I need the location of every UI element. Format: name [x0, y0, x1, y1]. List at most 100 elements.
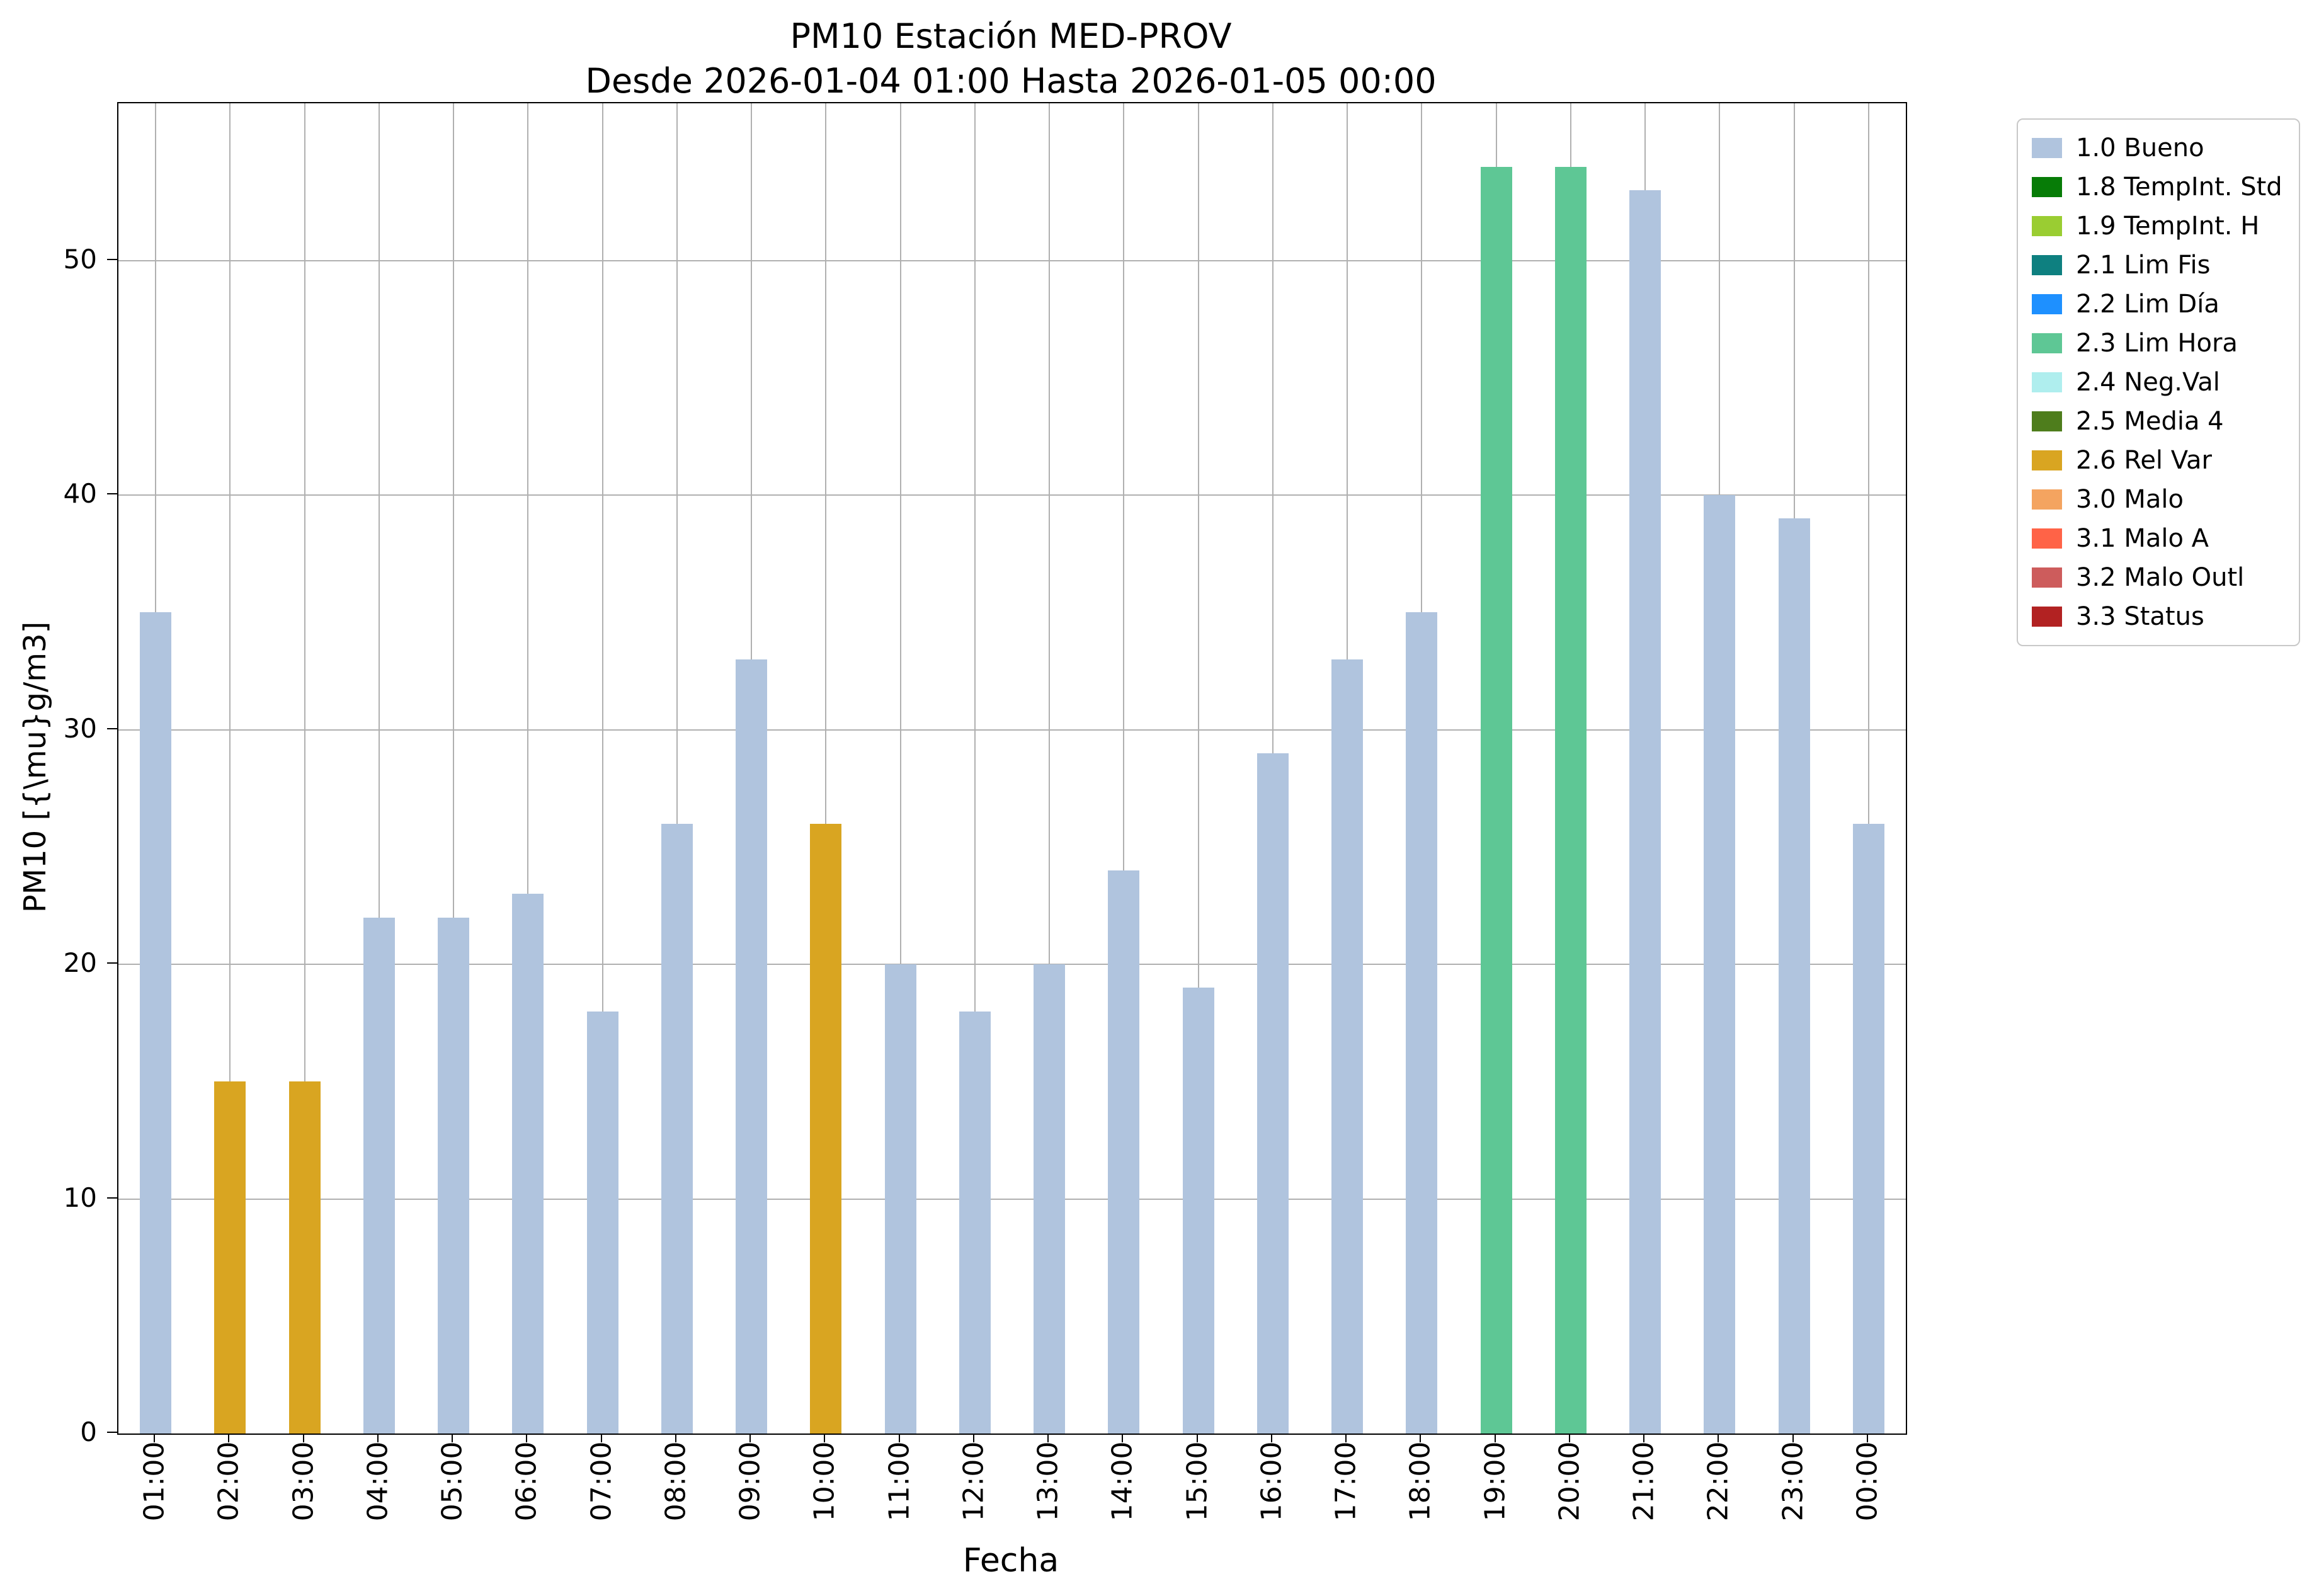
legend-item: 1.0 Bueno — [2032, 128, 2282, 168]
y-axis-label: PM10 [{\mu}g/m3] — [18, 621, 53, 913]
x-tick-mark — [1047, 1434, 1049, 1442]
legend-item: 1.8 TempInt. Std — [2032, 168, 2282, 207]
legend-item-label: 2.2 Lim Día — [2076, 290, 2219, 319]
legend: 1.0 Bueno 1.8 TempInt. Std 1.9 TempInt. H 2… — [2017, 118, 2300, 646]
legend-item-label: 3.0 Malo — [2076, 485, 2184, 514]
legend-item: 2.3 Lim Hora — [2032, 324, 2282, 363]
bar-01:00 — [140, 612, 172, 1434]
horizontal-gridline — [118, 494, 1906, 496]
x-tick-label: 17:00 — [1330, 1441, 1362, 1522]
x-tick-label: 16:00 — [1255, 1441, 1288, 1522]
x-tick-label: 09:00 — [734, 1441, 766, 1522]
x-tick-mark — [302, 1434, 304, 1442]
x-tick-mark — [972, 1434, 974, 1442]
bar-12:00 — [959, 1011, 991, 1434]
legend-item-label: 1.0 Bueno — [2076, 134, 2204, 162]
bar-13:00 — [1034, 964, 1066, 1434]
legend-swatch — [2032, 294, 2062, 314]
bar-16:00 — [1256, 753, 1289, 1434]
y-tick-label: 0 — [80, 1416, 97, 1447]
x-tick-label: 10:00 — [808, 1441, 841, 1522]
y-tick-label: 30 — [63, 712, 97, 744]
x-tick-label: 07:00 — [585, 1441, 618, 1522]
legend-item-label: 2.1 Lim Fis — [2076, 251, 2211, 280]
vertical-gridline — [899, 103, 901, 1434]
x-tick-label: 05:00 — [436, 1441, 469, 1522]
x-tick-mark — [675, 1434, 676, 1442]
legend-item: 3.3 Status — [2032, 597, 2282, 636]
x-tick-mark — [824, 1434, 826, 1442]
x-tick-label: 08:00 — [659, 1441, 692, 1522]
chart-title-line1: PM10 Estación MED-PROV — [790, 16, 1232, 56]
bar-17:00 — [1331, 659, 1364, 1434]
legend-item: 2.4 Neg.Val — [2032, 363, 2282, 402]
x-tick-mark — [154, 1434, 156, 1442]
y-tick-label: 20 — [63, 947, 97, 979]
y-tick-mark — [107, 258, 117, 260]
legend-item-label: 1.8 TempInt. Std — [2076, 173, 2282, 202]
bar-19:00 — [1480, 166, 1512, 1434]
bar-18:00 — [1406, 612, 1438, 1434]
y-tick-label: 40 — [63, 478, 97, 510]
x-tick-label: 13:00 — [1032, 1441, 1064, 1522]
legend-swatch — [2032, 177, 2062, 197]
bar-04:00 — [363, 917, 395, 1434]
x-tick-mark — [1494, 1434, 1496, 1442]
vertical-gridline — [825, 103, 827, 1434]
x-tick-mark — [1345, 1434, 1347, 1442]
legend-swatch — [2032, 567, 2062, 588]
x-tick-mark — [898, 1434, 900, 1442]
horizontal-gridline — [118, 259, 1906, 261]
x-tick-label: 12:00 — [957, 1441, 990, 1522]
legend-swatch — [2032, 255, 2062, 275]
x-tick-label: 19:00 — [1479, 1441, 1512, 1522]
y-tick-label: 50 — [63, 243, 97, 275]
y-tick-mark — [107, 962, 117, 964]
x-tick-mark — [228, 1434, 230, 1442]
x-tick-mark — [452, 1434, 453, 1442]
y-tick-label: 10 — [63, 1182, 97, 1213]
x-tick-label: 18:00 — [1404, 1441, 1437, 1522]
horizontal-gridline — [118, 964, 1906, 966]
legend-swatch — [2032, 450, 2062, 470]
x-tick-label: 21:00 — [1627, 1441, 1660, 1522]
legend-item-label: 2.5 Media 4 — [2076, 407, 2224, 436]
vertical-gridline — [1123, 103, 1125, 1434]
x-tick-label: 20:00 — [1553, 1441, 1586, 1522]
x-tick-mark — [1568, 1434, 1570, 1442]
bar-09:00 — [736, 659, 768, 1434]
x-tick-label: 04:00 — [362, 1441, 394, 1522]
legend-item: 2.6 Rel Var — [2032, 441, 2282, 480]
legend-item: 2.1 Lim Fis — [2032, 246, 2282, 285]
chart-title-line2: Desde 2026-01-04 01:00 Hasta 2026-01-05 … — [585, 61, 1437, 101]
vertical-gridline — [974, 103, 976, 1434]
vertical-gridline — [601, 103, 603, 1434]
bar-05:00 — [438, 917, 470, 1434]
legend-swatch — [2032, 372, 2062, 392]
x-tick-mark — [1196, 1434, 1198, 1442]
y-tick-mark — [107, 1197, 117, 1199]
chart-title: PM10 Estación MED-PROV Desde 2026-01-04 … — [117, 14, 1905, 104]
bar-11:00 — [884, 964, 916, 1434]
legend-item-label: 2.4 Neg.Val — [2076, 368, 2220, 397]
legend-item: 2.5 Media 4 — [2032, 402, 2282, 441]
x-tick-label: 14:00 — [1106, 1441, 1139, 1522]
legend-item-label: 1.9 TempInt. H — [2076, 212, 2260, 241]
bar-20:00 — [1554, 166, 1587, 1434]
bar-02:00 — [214, 1081, 246, 1434]
bar-00:00 — [1852, 823, 1884, 1434]
vertical-gridline — [453, 103, 455, 1434]
legend-swatch — [2032, 489, 2062, 510]
vertical-gridline — [229, 103, 231, 1434]
x-tick-mark — [1718, 1434, 1719, 1442]
horizontal-gridline — [118, 1198, 1906, 1200]
legend-swatch — [2032, 607, 2062, 627]
legend-swatch — [2032, 138, 2062, 158]
x-tick-mark — [600, 1434, 602, 1442]
x-tick-label: 23:00 — [1777, 1441, 1809, 1522]
vertical-gridline — [304, 103, 305, 1434]
x-axis-label: Fecha — [962, 1542, 1059, 1580]
x-tick-label: 22:00 — [1702, 1441, 1735, 1522]
legend-swatch — [2032, 216, 2062, 236]
